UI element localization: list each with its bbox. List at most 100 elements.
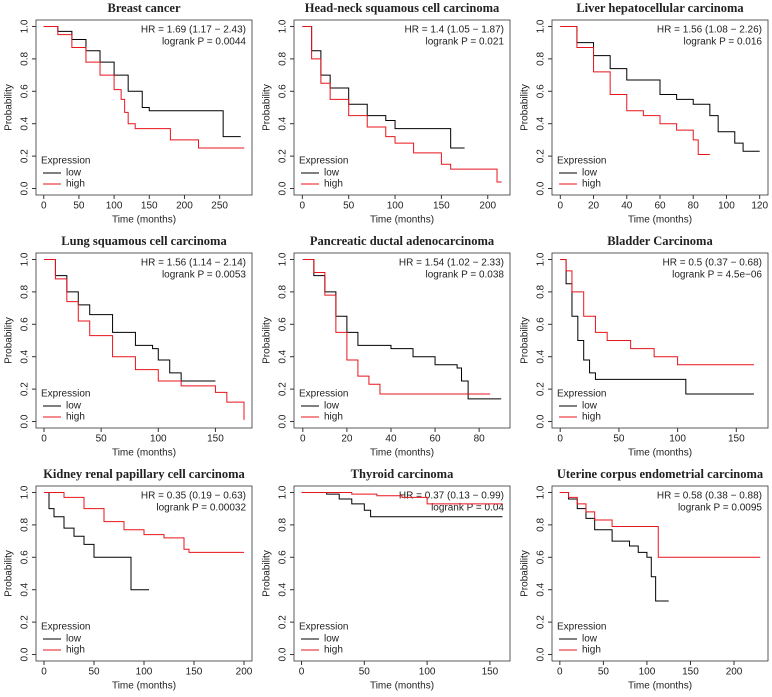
- legend-label: low: [324, 634, 340, 645]
- x-tick-label: 150: [186, 667, 203, 678]
- y-tick-label: 0.2: [278, 382, 289, 396]
- survival-curve: [560, 258, 754, 366]
- legend-label: high: [324, 412, 343, 423]
- x-tick-label: 120: [751, 201, 768, 212]
- x-tick-label: 0: [299, 667, 305, 678]
- y-tick-label: 0.2: [278, 615, 289, 629]
- legend-title: Expression: [557, 389, 606, 400]
- x-tick-label: 150: [728, 434, 745, 445]
- survival-curve: [44, 491, 244, 553]
- legend-label: low: [324, 401, 340, 412]
- y-tick-label: 0.6: [20, 317, 31, 331]
- hazard-ratio: HR = 1.54 (1.02 − 2.33): [399, 258, 504, 269]
- y-axis-label: Probability: [520, 317, 531, 364]
- y-axis-label: Probability: [4, 317, 15, 364]
- y-tick-label: 1.0: [20, 485, 31, 499]
- hazard-ratio: HR = 1.4 (1.05 − 1.87): [404, 25, 504, 36]
- legend-title: Expression: [41, 389, 90, 400]
- x-tick-label: 50: [88, 667, 100, 678]
- y-tick-label: 0.4: [20, 582, 31, 596]
- x-axis-label: Time (months): [112, 448, 176, 459]
- plot-frame: [293, 252, 511, 429]
- hazard-ratio: HR = 1.56 (1.08 − 2.26): [657, 25, 762, 36]
- legend-title: Expression: [557, 622, 606, 633]
- survival-curve: [43, 25, 245, 149]
- y-tick-label: 0.6: [536, 317, 547, 331]
- plot-frame: [551, 485, 769, 662]
- legend-label: low: [582, 168, 598, 179]
- x-tick-label: 40: [621, 201, 633, 212]
- y-tick-label: 0.8: [278, 285, 289, 299]
- x-tick-label: 0: [300, 434, 306, 445]
- x-tick-label: 100: [419, 667, 436, 678]
- x-tick-label: 0: [41, 201, 47, 212]
- x-tick-label: 100: [150, 434, 167, 445]
- legend-title: Expression: [557, 156, 606, 167]
- legend-label: low: [324, 168, 340, 179]
- y-tick-label: 0.0: [20, 414, 31, 428]
- y-tick-label: 0.8: [536, 518, 547, 532]
- x-tick-label: 100: [136, 667, 153, 678]
- logrank-p: logrank P = 0.0044: [162, 37, 246, 48]
- y-tick-label: 1.0: [278, 19, 289, 33]
- x-axis-label: Time (months): [370, 681, 434, 692]
- chart-title: Liver hepatocellular carcinoma: [576, 1, 744, 15]
- y-tick-label: 1.0: [278, 485, 289, 499]
- logrank-p: logrank P = 4.5e−06: [672, 270, 762, 281]
- legend-title: Expression: [41, 156, 90, 167]
- logrank-p: logrank P = 0.0095: [678, 503, 762, 514]
- plot-frame: [35, 19, 253, 196]
- x-tick-label: 60: [429, 434, 441, 445]
- y-axis-label: Probability: [520, 84, 531, 131]
- legend-label: high: [324, 179, 343, 190]
- x-tick-label: 50: [96, 434, 108, 445]
- y-tick-label: 0.2: [536, 615, 547, 629]
- survival-curve: [301, 491, 503, 518]
- y-tick-label: 0.2: [20, 382, 31, 396]
- y-tick-label: 0.4: [278, 116, 289, 130]
- y-tick-label: 0.8: [536, 285, 547, 299]
- legend-label: high: [66, 179, 85, 190]
- x-tick-label: 80: [474, 434, 486, 445]
- x-tick-label: 0: [558, 201, 564, 212]
- legend-label: low: [66, 168, 82, 179]
- y-tick-label: 1.0: [20, 252, 31, 266]
- y-tick-label: 1.0: [536, 19, 547, 33]
- y-tick-label: 1.0: [536, 485, 547, 499]
- hazard-ratio: HR = 0.37 (0.13 − 0.99): [399, 491, 504, 502]
- y-tick-label: 0.0: [536, 414, 547, 428]
- x-tick-label: 200: [236, 667, 253, 678]
- y-tick-label: 1.0: [278, 252, 289, 266]
- survival-curve: [301, 491, 503, 505]
- x-tick-label: 50: [613, 434, 625, 445]
- y-tick-label: 0.4: [278, 582, 289, 596]
- chart-title: Breast cancer: [107, 1, 180, 15]
- legend-label: high: [66, 412, 85, 423]
- y-tick-label: 0.4: [536, 116, 547, 130]
- y-tick-label: 0.0: [20, 181, 31, 195]
- survival-curve: [302, 25, 502, 183]
- x-tick-label: 50: [73, 201, 85, 212]
- chart-title: Lung squamous cell carcinoma: [61, 234, 227, 248]
- x-tick-label: 100: [106, 201, 123, 212]
- y-tick-label: 0.6: [20, 84, 31, 98]
- legend-title: Expression: [41, 622, 90, 633]
- hazard-ratio: HR = 0.58 (0.38 − 0.88): [657, 491, 762, 502]
- y-tick-label: 0.2: [536, 382, 547, 396]
- y-axis-label: Probability: [262, 317, 273, 364]
- legend-title: Expression: [299, 156, 348, 167]
- x-tick-label: 100: [669, 434, 686, 445]
- x-tick-label: 150: [141, 201, 158, 212]
- legend-label: high: [582, 412, 601, 423]
- x-axis-label: Time (months): [370, 448, 434, 459]
- x-tick-label: 250: [211, 201, 228, 212]
- x-tick-label: 100: [387, 201, 404, 212]
- survival-curve: [44, 258, 245, 420]
- y-tick-label: 1.0: [20, 19, 31, 33]
- x-tick-label: 200: [726, 667, 743, 678]
- x-tick-label: 0: [300, 201, 306, 212]
- chart-title: Bladder Carcinoma: [607, 234, 713, 248]
- y-tick-label: 0.6: [20, 550, 31, 564]
